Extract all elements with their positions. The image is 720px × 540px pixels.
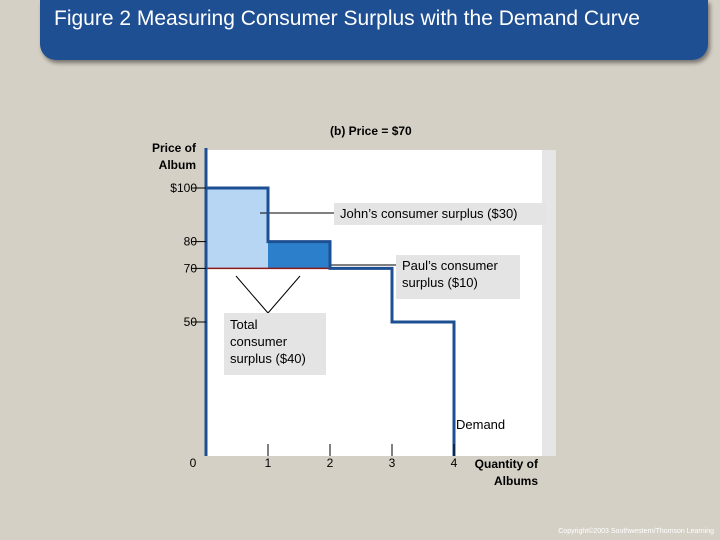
- total-leader-line-right: [267, 275, 301, 314]
- y-axis-label: Price of Album: [120, 140, 196, 174]
- x-axis-label: Quantity of Albums: [454, 456, 538, 490]
- y-tick-label: 50: [184, 315, 198, 329]
- x-tick-label: 2: [327, 456, 334, 470]
- y-tick-label: 70: [184, 261, 198, 275]
- total-callout-line1: Total: [230, 317, 258, 332]
- x-axis-label-line2: Albums: [493, 474, 538, 488]
- paul-surplus-callout: Paul’s consumer surplus ($10): [396, 255, 520, 299]
- y-axis-label-line1: Price of: [151, 141, 196, 155]
- chart-panel-edge: [542, 150, 556, 456]
- paul-callout-line1: Paul’s consumer: [402, 258, 498, 273]
- x-axis-label-line1: Quantity of: [474, 457, 538, 471]
- john-surplus-callout: John’s consumer surplus ($30): [334, 203, 546, 225]
- paul-surplus-area: [268, 241, 330, 269]
- x-tick-label: 1: [265, 456, 272, 470]
- total-surplus-callout: Total consumer surplus ($40): [224, 313, 326, 375]
- y-tick-label: $100: [170, 181, 197, 195]
- total-callout-line2: consumer: [230, 334, 288, 349]
- y-axis-label-line2: Album: [158, 158, 196, 172]
- john-surplus-area: [206, 188, 268, 269]
- y-tick-label: 80: [184, 235, 198, 249]
- title-bar: [40, 0, 708, 60]
- slide-title: Figure 2 Measuring Consumer Surplus with…: [54, 7, 640, 30]
- demand-curve: [206, 186, 456, 456]
- x-tick-label: 0: [190, 456, 197, 470]
- paul-callout-line2: surplus ($10): [402, 275, 478, 290]
- total-leader-line-left: [235, 275, 269, 314]
- panel-title: (b) Price = $70: [330, 124, 412, 138]
- x-tick-label: 3: [389, 456, 396, 470]
- total-callout-line3: surplus ($40): [230, 351, 306, 366]
- demand-label: Demand: [456, 417, 506, 432]
- x-tick-label: 4: [451, 456, 458, 470]
- copyright: Copyright©2003 Southwestern/Thomson Lear…: [558, 528, 714, 535]
